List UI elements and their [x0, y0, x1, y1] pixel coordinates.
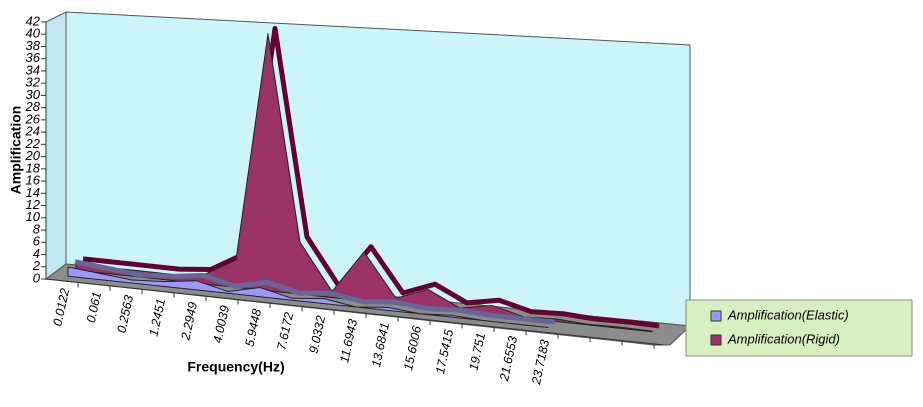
x-tick-label: 5.9448 [243, 308, 265, 348]
y-tick-label: 38 [26, 38, 41, 53]
y-tick-label: 4 [33, 246, 40, 261]
area-top [74, 259, 556, 325]
y-tick-label: 16 [26, 173, 41, 188]
area-top [82, 25, 660, 329]
legend-swatch [710, 334, 722, 346]
y-tick-label: 14 [26, 185, 40, 200]
x-tick-label: 13.6841 [369, 321, 392, 368]
y-tick-label: 20 [25, 148, 41, 163]
x-tick-label: 9.0332 [307, 314, 329, 354]
y-tick-label: 22 [25, 136, 41, 151]
side-wall [45, 11, 67, 280]
y-tick-label: 42 [26, 13, 41, 28]
y-tick-label: 40 [26, 26, 41, 41]
y-tick-label: 0 [33, 270, 41, 285]
y-tick-label: 2 [32, 258, 41, 273]
y-tick-label: 30 [26, 87, 41, 102]
x-tick-label: 19.751 [467, 332, 489, 372]
y-tick-label: 36 [26, 50, 41, 65]
legend-swatch [710, 310, 722, 322]
legend [685, 299, 913, 357]
x-tick-label: 15.6006 [401, 325, 424, 372]
y-tick-label: 28 [25, 99, 41, 114]
x-tick-label: 11.6943 [337, 318, 360, 364]
x-tick-label: 4.0039 [211, 304, 233, 344]
x-tick-label: 23.7183 [529, 338, 552, 386]
x-axis [45, 278, 665, 346]
y-tick-label: 32 [26, 75, 41, 90]
x-tick-label: 0.061 [84, 291, 104, 325]
y-tick-label: 6 [33, 234, 41, 249]
y-axis-title: Amplification [8, 106, 24, 195]
area [75, 33, 653, 333]
y-tick-label: 34 [26, 62, 40, 77]
y-tick-label: 10 [26, 209, 41, 224]
x-axis-title: Frequency(Hz) [187, 359, 284, 375]
y-tick-label: 8 [33, 221, 41, 236]
x-tick-label: 21.6553 [497, 335, 520, 383]
x-tick-label: 7.6172 [275, 311, 297, 351]
legend-label: Amplification(Rigid) [727, 331, 840, 346]
area [67, 266, 549, 328]
y-tick-label: 24 [25, 124, 40, 139]
legend-label: Amplification(Elastic) [727, 307, 849, 322]
x-tick-label: 1.2451 [147, 297, 169, 337]
y-tick-label: 26 [25, 111, 41, 126]
y-tick-label: 12 [26, 197, 41, 212]
y-tick-label: 18 [26, 160, 41, 175]
x-tick-label: 0.0122 [51, 287, 73, 327]
x-tick-label: 17.5415 [433, 328, 456, 375]
x-tick-label: 0.2563 [115, 294, 137, 334]
x-tick-label: 2.2949 [178, 301, 200, 342]
